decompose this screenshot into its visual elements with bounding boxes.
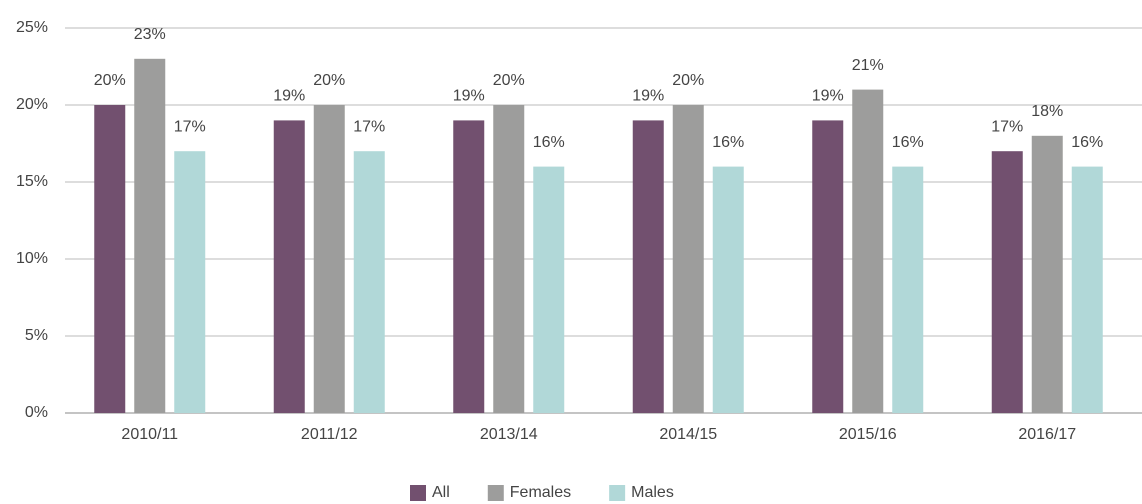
legend-label: Females (510, 484, 571, 501)
data-label: 16% (892, 134, 924, 151)
bar (353, 151, 385, 413)
x-tick-label: 2011/12 (301, 426, 358, 443)
bar (712, 166, 744, 413)
data-label: 17% (991, 118, 1023, 135)
bar (273, 120, 305, 414)
data-label: 23% (134, 26, 166, 43)
bar (94, 105, 126, 413)
x-tick-label: 2016/17 (1018, 426, 1076, 443)
bar (812, 120, 844, 414)
legend-swatch (609, 485, 626, 501)
data-label: 20% (672, 72, 704, 89)
bar (174, 151, 206, 413)
x-tick-label: 2014/15 (659, 426, 717, 443)
bar (672, 105, 704, 413)
data-label: 21% (852, 57, 884, 74)
data-label: 18% (1031, 103, 1063, 120)
data-label: 19% (273, 88, 305, 105)
bar (533, 166, 565, 413)
legend-label: All (432, 484, 450, 501)
bar (313, 105, 345, 413)
data-label: 19% (453, 88, 485, 105)
bar (134, 58, 166, 414)
bar (453, 120, 485, 414)
y-tick-label: 5% (25, 327, 48, 344)
x-tick-label: 2013/14 (480, 426, 538, 443)
data-label: 19% (812, 88, 844, 105)
data-label: 17% (174, 118, 206, 135)
y-tick-label: 25% (16, 19, 48, 36)
bar (892, 166, 924, 413)
y-tick-label: 15% (16, 173, 48, 190)
bar (1071, 166, 1103, 413)
data-label: 17% (353, 118, 385, 135)
y-tick-label: 0% (25, 404, 48, 421)
bar (991, 151, 1023, 413)
data-label: 16% (533, 134, 565, 151)
data-label: 16% (712, 134, 744, 151)
data-label: 20% (313, 72, 345, 89)
data-label: 19% (632, 88, 664, 105)
x-tick-label: 2015/16 (839, 426, 897, 443)
bar (1031, 135, 1063, 414)
x-tick-label: 2010/11 (121, 426, 178, 443)
legend-swatch (487, 485, 504, 501)
data-label: 20% (493, 72, 525, 89)
y-tick-label: 20% (16, 96, 48, 113)
legend-label: Males (631, 484, 674, 501)
y-tick-label: 10% (16, 250, 48, 267)
data-label: 16% (1071, 134, 1103, 151)
data-label: 20% (94, 72, 126, 89)
bar (852, 89, 884, 413)
bar (632, 120, 664, 414)
legend-swatch (410, 485, 426, 501)
bar (493, 105, 525, 413)
